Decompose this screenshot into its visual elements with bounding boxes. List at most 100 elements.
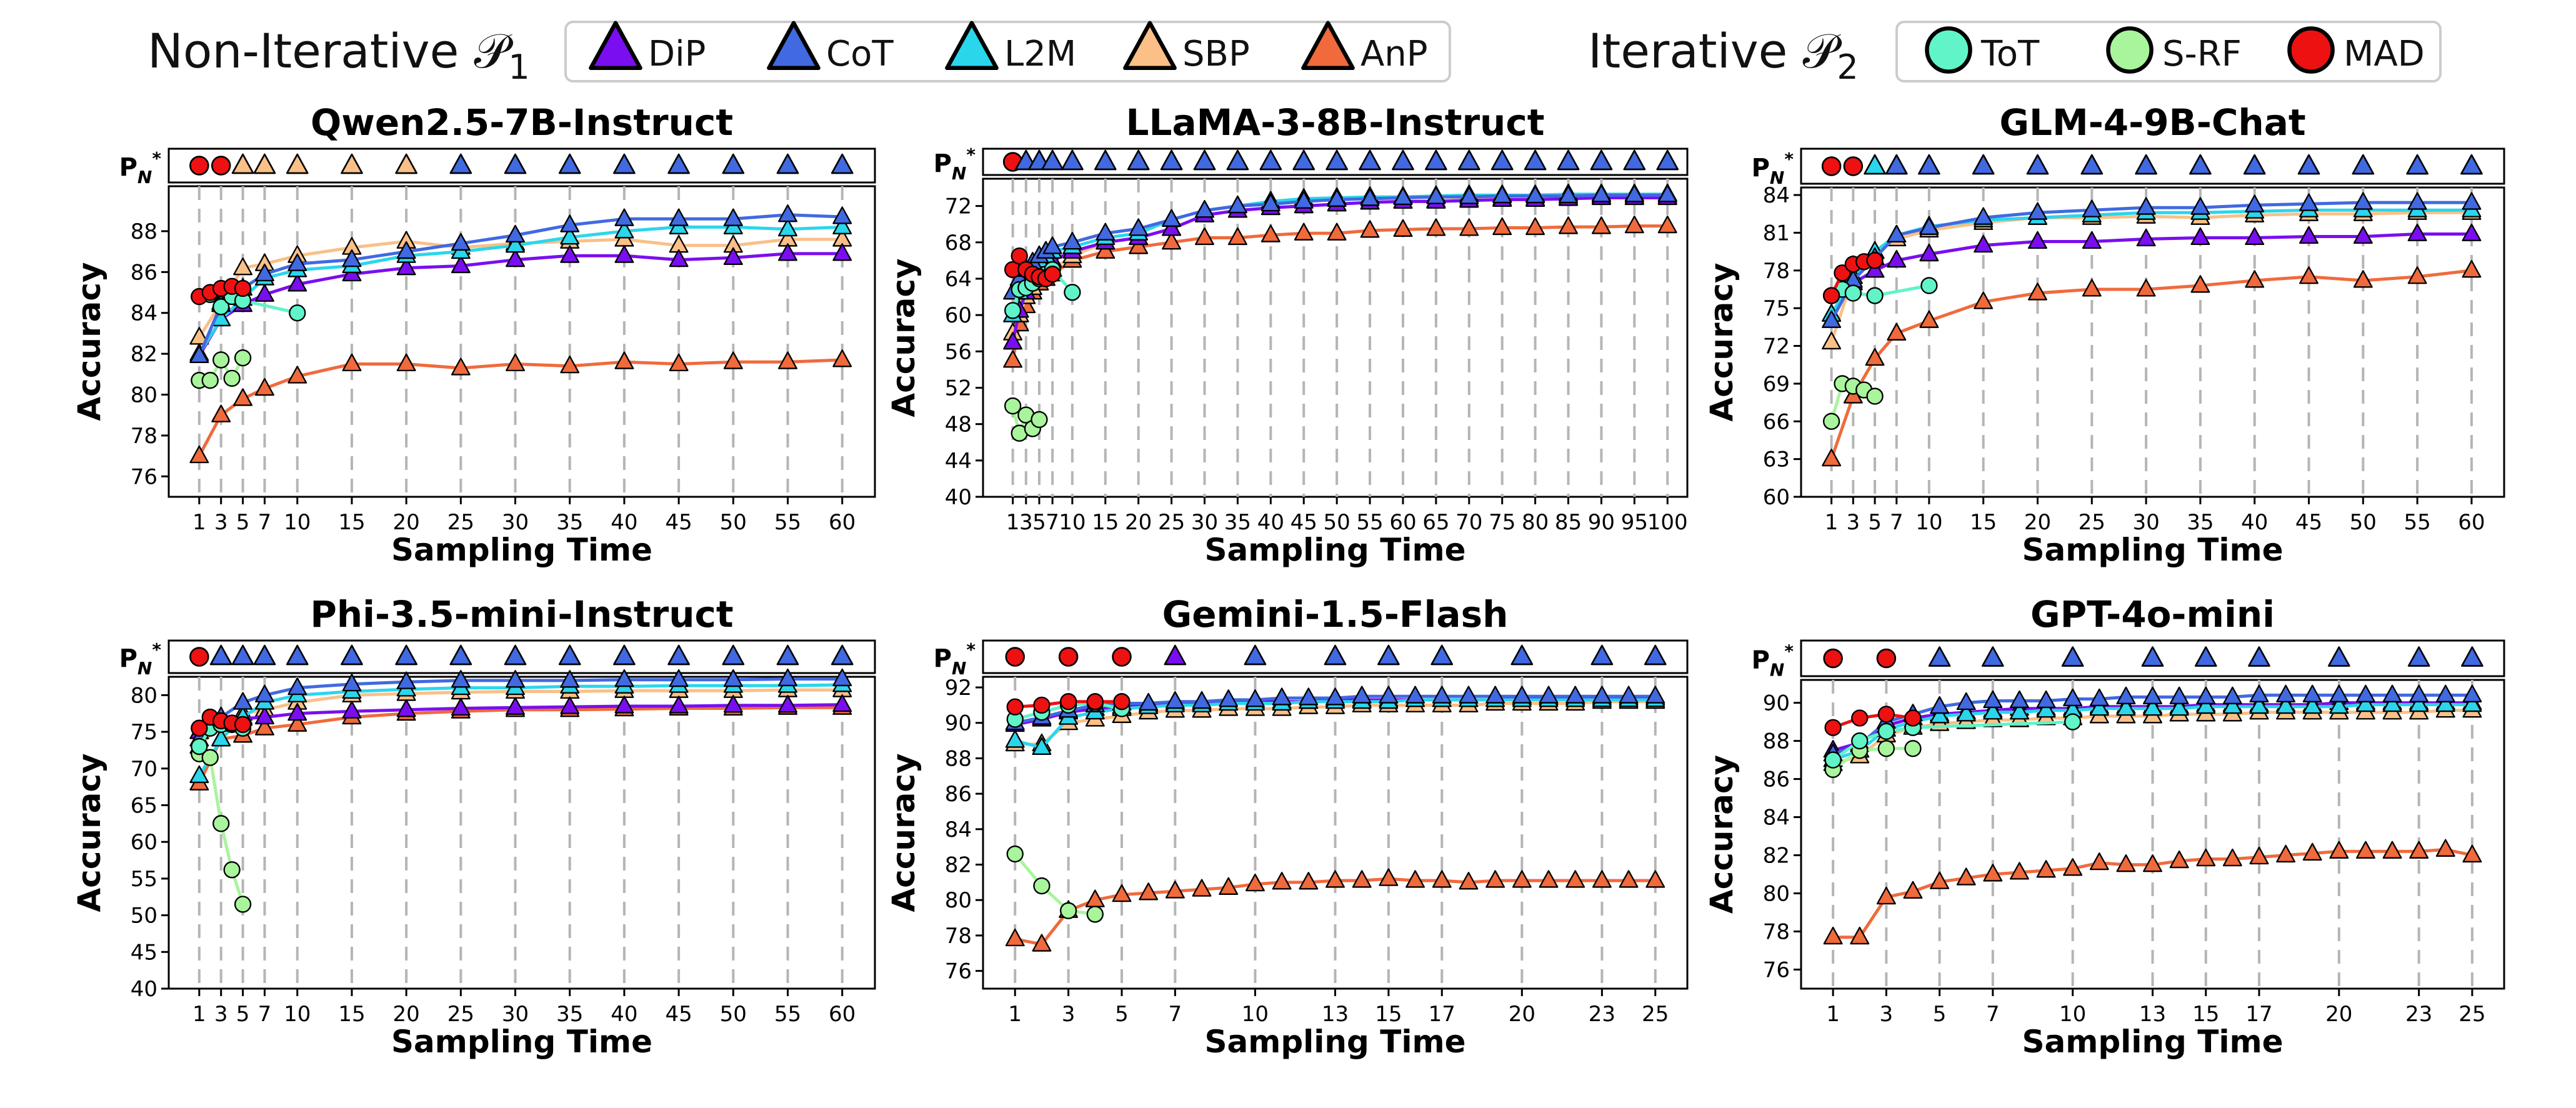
- data-point-cot: [1887, 224, 1907, 243]
- x-tick-label: 90: [1588, 510, 1615, 535]
- y-tick-label: 72: [945, 194, 972, 219]
- data-point-dip: [778, 695, 797, 713]
- data-point-anp: [778, 351, 797, 369]
- data-point-cot: [2329, 684, 2349, 702]
- data-point-anp: [1592, 870, 1612, 888]
- data-point-anp: [2462, 844, 2482, 863]
- data-point-anp: [287, 714, 307, 732]
- legend-group1-subscript: 1: [508, 47, 529, 87]
- x-tick-label: 3: [1880, 1002, 1894, 1027]
- data-point-dip: [2407, 223, 2427, 242]
- data-point-cot: [342, 249, 362, 267]
- pstar-marker-dip: [1164, 644, 1187, 666]
- data-point-anp: [2329, 841, 2349, 859]
- data-point-cot: [832, 668, 852, 687]
- y-tick-label: 52: [945, 376, 972, 401]
- data-point-cot: [2407, 192, 2427, 210]
- data-point-tot: [212, 298, 230, 316]
- pstar-label: PN*: [119, 148, 162, 187]
- x-tick-label: 40: [611, 510, 637, 535]
- data-point-anp: [1485, 870, 1505, 888]
- data-point-anp: [2299, 266, 2319, 284]
- data-point-cot: [2028, 202, 2047, 220]
- data-point-tot: [1004, 302, 1022, 319]
- data-point-cot: [2299, 193, 2319, 211]
- data-point-anp: [451, 357, 471, 376]
- x-tick-label: 60: [829, 1002, 856, 1027]
- legend-group1-title: Non-Iterative 𝒫1: [147, 23, 530, 87]
- data-point-cot: [1539, 686, 1559, 704]
- data-point-cot: [1559, 185, 1578, 204]
- data-point-cot: [1272, 687, 1292, 706]
- x-tick-label: 3: [1019, 510, 1033, 535]
- pstar-marker-cot: [1623, 149, 1646, 171]
- y-tick-label: 92: [945, 676, 972, 701]
- data-point-cot: [1195, 200, 1214, 218]
- data-point-anp: [1619, 870, 1639, 888]
- x-tick-label: 10: [284, 510, 311, 535]
- x-tick-label: 55: [2404, 510, 2430, 535]
- data-point-cot: [2409, 684, 2429, 702]
- data-point-mad: [1822, 287, 1840, 304]
- y-tick-label: 78: [131, 424, 157, 449]
- x-tick-label: 15: [338, 510, 365, 535]
- data-point-cot: [1983, 690, 2003, 709]
- x-tick-label: 5: [1868, 510, 1882, 535]
- data-point-cot: [254, 684, 274, 702]
- data-point-anp: [1974, 291, 1994, 309]
- data-point-cot: [2116, 686, 2136, 705]
- chart-title: GPT-4o-mini: [2030, 593, 2275, 636]
- data-point-s-rf: [212, 351, 230, 369]
- y-tick-label: 86: [131, 260, 157, 285]
- y-tick-label: 64: [945, 267, 972, 292]
- data-point-cot: [1405, 686, 1425, 704]
- x-tick-label: 3: [1847, 510, 1860, 535]
- data-point-s-rf: [201, 371, 219, 389]
- x-tick-label: 50: [1324, 510, 1350, 535]
- pstar-label: PN*: [934, 144, 976, 184]
- data-point-anp: [1459, 872, 1479, 890]
- pstar-marker-cot: [2406, 154, 2429, 175]
- pstar-marker-cot: [2297, 154, 2320, 175]
- data-point-cot: [2196, 686, 2216, 705]
- y-tick-label: 44: [945, 449, 972, 474]
- pstar-marker-cot: [1292, 149, 1315, 171]
- data-point-s-rf: [1877, 740, 1895, 757]
- data-point-l2m: [2196, 696, 2216, 714]
- data-point-cot: [1657, 184, 1677, 202]
- data-point-l2m: [2116, 697, 2136, 716]
- pstar-marker-cot: [1557, 149, 1580, 171]
- data-point-anp: [1850, 926, 1870, 945]
- x-tick-label: 7: [1169, 1002, 1182, 1027]
- data-point-dip: [560, 696, 580, 714]
- data-point-l2m: [2355, 694, 2375, 712]
- pstar-marker-cot: [2189, 154, 2212, 175]
- y-tick-label: 66: [1763, 409, 1790, 434]
- data-point-cot: [1624, 184, 1644, 202]
- y-tick-label: 82: [1763, 844, 1790, 869]
- pstar-marker-cot: [449, 153, 472, 174]
- data-point-cot: [1042, 236, 1062, 254]
- pstar-marker-cot: [558, 644, 581, 666]
- data-point-anp: [2136, 279, 2156, 297]
- data-point-anp: [254, 717, 274, 736]
- x-tick-label: 15: [2192, 1002, 2219, 1027]
- x-tick-label: 23: [1589, 1002, 1615, 1027]
- data-point-s-rf: [1086, 906, 1104, 923]
- x-tick-label: 30: [502, 1002, 529, 1027]
- data-point-anp: [1005, 928, 1025, 947]
- x-tick-label: 1: [1006, 510, 1020, 535]
- pstar-marker-cot: [2141, 646, 2164, 667]
- x-tick-label: 60: [1389, 510, 1416, 535]
- pstar-marker-cot: [1324, 644, 1347, 666]
- data-point-anp: [832, 349, 852, 367]
- x-tick-label: 55: [774, 1002, 801, 1027]
- plot-area: [167, 676, 876, 990]
- data-point-cot: [1261, 193, 1281, 212]
- pstar-marker-sbp: [253, 153, 276, 174]
- y-tick-label: 60: [131, 830, 157, 855]
- data-point-cot: [1192, 691, 1212, 709]
